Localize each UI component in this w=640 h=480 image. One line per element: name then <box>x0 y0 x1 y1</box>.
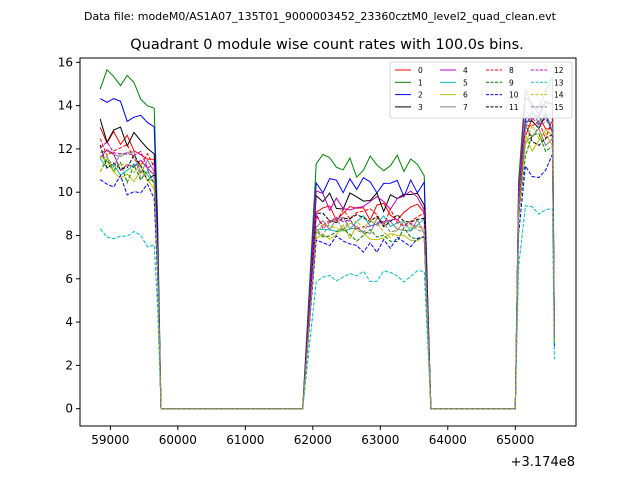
series-line-10 <box>99 154 555 410</box>
x-tick-label: 59000 <box>91 433 129 447</box>
legend-label-9: 9 <box>509 78 514 87</box>
x-tick-label: 64000 <box>429 433 467 447</box>
y-tick-label: 4 <box>65 315 73 329</box>
series-line-15 <box>100 121 555 410</box>
chart-title: Quadrant 0 module wise count rates with … <box>130 37 524 53</box>
y-tick-label: 0 <box>65 402 73 416</box>
x-tick-label: 60000 <box>159 433 197 447</box>
legend-label-6: 6 <box>463 91 468 100</box>
legend-box <box>389 61 573 119</box>
legend-label-14: 14 <box>554 91 564 100</box>
legend-label-4: 4 <box>463 66 468 75</box>
legend-label-10: 10 <box>509 91 519 100</box>
y-tick-label: 12 <box>58 142 73 156</box>
x-tick-label: 65000 <box>496 433 534 447</box>
x-tick-label: 62000 <box>294 433 332 447</box>
x-tick-label: 61000 <box>226 433 264 447</box>
x-axis-offset-label: +3.174e8 <box>511 455 575 470</box>
legend-label-15: 15 <box>554 103 564 112</box>
y-tick-label: 10 <box>58 185 73 199</box>
legend-label-8: 8 <box>509 66 514 75</box>
legend-label-5: 5 <box>463 78 468 87</box>
series-line-14 <box>99 123 555 410</box>
y-tick-label: 2 <box>65 358 73 372</box>
x-axis-ticks: 59000 60000 61000 62000 63000 64000 65000 <box>91 426 534 447</box>
y-tick-label: 16 <box>58 55 73 69</box>
legend-label-3: 3 <box>418 103 423 112</box>
plot-frame <box>79 57 577 427</box>
x-tick-label: 63000 <box>361 433 399 447</box>
legend-label-12: 12 <box>554 66 564 75</box>
series-layer <box>99 68 555 410</box>
legend-label-0: 0 <box>418 66 423 75</box>
y-axis-ticks: 0 2 4 6 8 10 12 14 16 <box>58 55 80 416</box>
legend-label-7: 7 <box>463 103 468 112</box>
legend-label-2: 2 <box>418 91 423 100</box>
legend-label-1: 1 <box>418 78 423 87</box>
y-tick-label: 8 <box>65 229 73 243</box>
legend-label-13: 13 <box>554 78 564 87</box>
y-tick-label: 14 <box>58 99 73 113</box>
legend-label-11: 11 <box>509 103 519 112</box>
datafile-header: Data file: modeM0/AS1A07_135T01_90000034… <box>84 10 557 23</box>
y-tick-label: 6 <box>65 272 73 286</box>
